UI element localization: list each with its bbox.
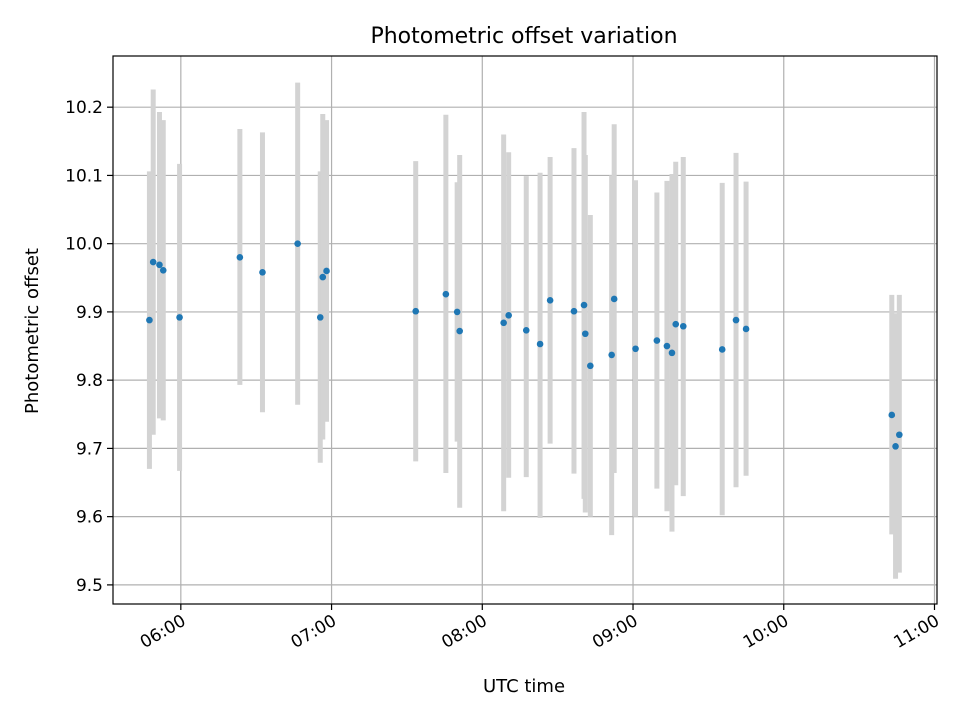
x-tick-label: 10:00 (740, 611, 792, 653)
y-tick-label: 9.6 (76, 508, 103, 528)
data-point (896, 431, 903, 439)
data-point (149, 258, 157, 266)
y-tick-label: 10.0 (65, 235, 103, 255)
data-point (742, 325, 750, 333)
data-point (156, 261, 163, 269)
data-point (663, 342, 671, 350)
data-point (732, 316, 740, 324)
data-point (500, 319, 507, 327)
data-point (718, 346, 726, 353)
y-axis-ticks: 9.5 9.6 9.7 9.8 9.9 10.0 10.1 10.2 (65, 98, 113, 596)
x-tick-label: 08:00 (438, 611, 490, 653)
data-point (679, 322, 687, 330)
data-point (505, 312, 512, 319)
data-point (888, 411, 896, 419)
data-point (522, 327, 530, 334)
data-point (259, 269, 266, 276)
data-point (580, 301, 588, 309)
y-tick-label: 10.2 (65, 98, 103, 118)
y-tick-label: 10.1 (65, 166, 103, 186)
data-point (236, 254, 244, 261)
data-point (146, 316, 153, 324)
data-points (146, 240, 903, 450)
y-axis-label: Photometric offset (22, 248, 43, 414)
data-point (546, 297, 554, 304)
x-tick-label: 09:00 (589, 611, 641, 653)
data-point (456, 327, 463, 335)
y-tick-label: 9.9 (76, 303, 103, 323)
data-point (453, 308, 461, 316)
data-point (632, 345, 639, 353)
x-tick-label: 06:00 (137, 611, 189, 653)
data-point (668, 349, 676, 357)
x-tick-label: 07:00 (288, 611, 340, 653)
data-point (412, 307, 420, 315)
data-point (294, 240, 301, 247)
plot-frame (112, 55, 938, 605)
data-point (316, 314, 324, 321)
y-tick-label: 9.7 (76, 439, 103, 459)
x-tick-label: 11:00 (891, 611, 943, 653)
data-point (581, 330, 589, 338)
y-tick-label: 9.5 (76, 576, 103, 596)
data-point (608, 351, 615, 359)
data-point (587, 362, 594, 370)
data-point (653, 337, 661, 344)
x-axis-ticks: 06:00 07:00 08:00 09:00 10:00 11:00 (137, 604, 943, 653)
chart-title: Photometric offset variation (370, 24, 677, 49)
x-axis-label: UTC time (483, 676, 565, 697)
data-point (319, 273, 327, 281)
data-point (892, 443, 899, 450)
data-point (610, 295, 618, 303)
data-point (159, 266, 167, 274)
data-point (570, 307, 578, 315)
data-point (442, 290, 450, 298)
data-point (672, 320, 680, 328)
data-point (323, 267, 330, 275)
data-point (536, 340, 544, 348)
y-tick-label: 9.8 (76, 371, 103, 391)
data-point (176, 314, 183, 321)
